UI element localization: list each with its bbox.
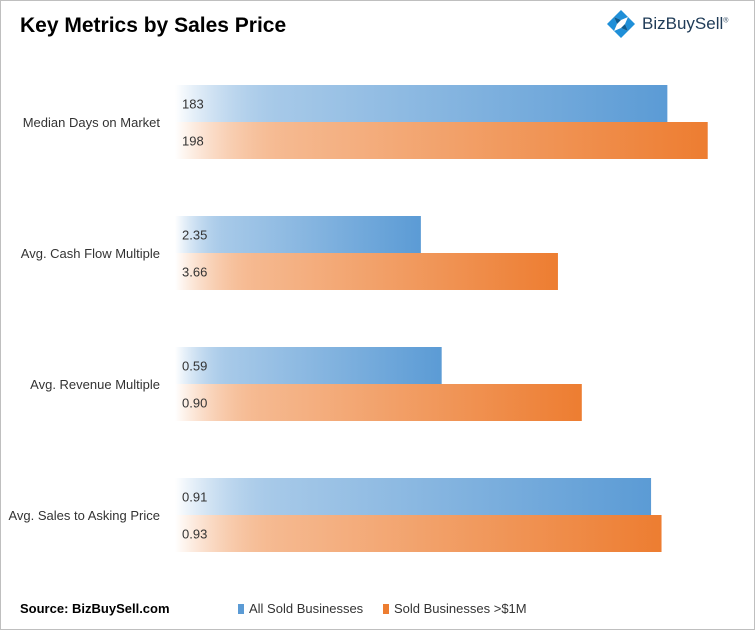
- category-label-avg-revenue-multiple: Avg. Revenue Multiple: [30, 377, 160, 392]
- logo-text: BizBuySell®: [642, 14, 729, 33]
- bar-sold-over-1m-avg-cash-flow-multiple: [175, 253, 558, 290]
- value-label-sold-over-1m-median-days-on-market: 198: [182, 134, 204, 149]
- bar-all-sold-avg-revenue-multiple: [175, 347, 442, 384]
- bar-sold-over-1m-avg-revenue-multiple: [175, 384, 582, 421]
- registered-mark: ®: [723, 17, 729, 25]
- legend-item-all-sold: All Sold Businesses: [238, 601, 363, 616]
- legend-label-all-sold: All Sold Businesses: [249, 601, 364, 616]
- bar-all-sold-median-days-on-market: [175, 85, 668, 122]
- value-label-sold-over-1m-avg-cash-flow-multiple: 3.66: [182, 265, 207, 280]
- category-label-avg-sales-to-asking-price: Avg. Sales to Asking Price: [8, 508, 160, 523]
- source-note: Source: BizBuySell.com: [20, 601, 170, 616]
- legend-swatch-sold-over-1m: [383, 604, 389, 614]
- chart-title: Key Metrics by Sales Price: [20, 14, 287, 37]
- value-label-all-sold-median-days-on-market: 183: [182, 97, 204, 112]
- bar-sold-over-1m-median-days-on-market: [175, 122, 708, 159]
- legend-label-sold-over-1m: Sold Businesses >$1M: [394, 601, 527, 616]
- value-label-all-sold-avg-sales-to-asking-price: 0.91: [182, 490, 207, 505]
- category-label-median-days-on-market: Median Days on Market: [23, 115, 161, 130]
- category-label-avg-cash-flow-multiple: Avg. Cash Flow Multiple: [21, 246, 160, 261]
- bizbuysell-logo: BizBuySell®: [606, 8, 746, 42]
- value-label-sold-over-1m-avg-revenue-multiple: 0.90: [182, 396, 207, 411]
- value-label-sold-over-1m-avg-sales-to-asking-price: 0.93: [182, 527, 207, 542]
- value-label-all-sold-avg-cash-flow-multiple: 2.35: [182, 228, 207, 243]
- bar-sold-over-1m-avg-sales-to-asking-price: [175, 515, 662, 552]
- value-label-all-sold-avg-revenue-multiple: 0.59: [182, 359, 207, 374]
- bar-all-sold-avg-cash-flow-multiple: [175, 216, 421, 253]
- bizbuysell-logo-icon: [607, 10, 635, 38]
- legend-item-sold-over-1m: Sold Businesses >$1M: [383, 601, 527, 616]
- bar-all-sold-avg-sales-to-asking-price: [175, 478, 652, 515]
- legend-swatch-all-sold: [238, 604, 244, 614]
